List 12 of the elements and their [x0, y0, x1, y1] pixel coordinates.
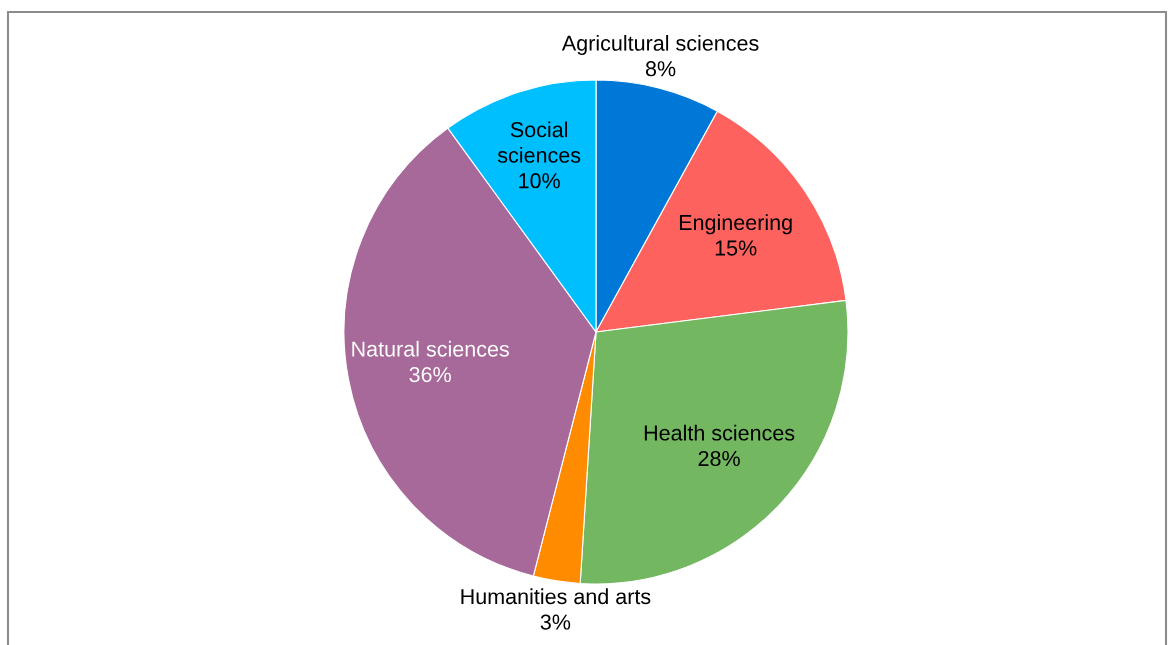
slice-label: Agricultural sciences	[561, 35, 759, 56]
slice-label: Engineering	[679, 214, 792, 235]
data-label: 10%	[519, 173, 560, 189]
slice-label: Health sciences	[644, 424, 795, 441]
data-label: 8%	[645, 61, 676, 77]
slice-label: Natural sciences	[352, 340, 509, 357]
slice-label: Humanities and arts	[461, 588, 651, 605]
slice-label: Social sciences	[497, 121, 581, 163]
data-label: 28%	[698, 450, 740, 467]
data-label: 3%	[540, 614, 571, 630]
data-label: 15%	[715, 240, 757, 256]
data-label: 36%	[409, 366, 451, 383]
